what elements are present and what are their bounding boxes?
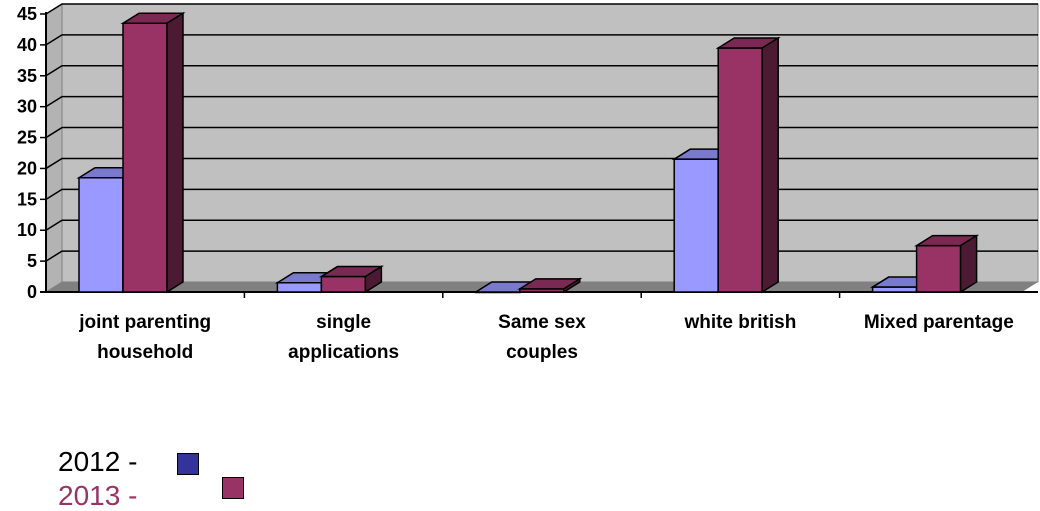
- bar: [78, 176, 124, 293]
- gridline: [45, 3, 1038, 15]
- x-category-label: joint parenting: [78, 312, 211, 333]
- plot-side-wall: [45, 3, 63, 293]
- x-category-label: household: [97, 342, 193, 363]
- bar: [915, 244, 962, 293]
- y-tick-label: 25: [17, 128, 37, 148]
- x-category-label: Same sex: [498, 312, 586, 333]
- bar-side: [364, 265, 383, 294]
- bar: [673, 158, 719, 293]
- y-tick-label: 30: [17, 97, 37, 117]
- legend-label-2012: 2012 -: [58, 446, 138, 477]
- legend-label-2013: 2013 -: [58, 480, 138, 511]
- y-tick-label: 35: [17, 66, 37, 86]
- x-category-label: single: [316, 312, 371, 333]
- bar-side: [959, 234, 978, 294]
- y-tick-label: 40: [17, 35, 37, 55]
- x-category-label: applications: [288, 342, 399, 363]
- y-tick-label: 10: [17, 220, 37, 240]
- bar: [320, 275, 367, 293]
- x-category-label: white british: [683, 312, 796, 333]
- legend-swatch-2013: [222, 477, 244, 499]
- bar-side: [563, 277, 581, 294]
- plot-back-wall: [61, 3, 1039, 283]
- y-tick-label: 45: [17, 4, 37, 24]
- legend-swatch-2012: [177, 453, 199, 475]
- gridline: [45, 65, 1038, 77]
- gridline: [45, 34, 1038, 46]
- gridline: [45, 126, 1038, 139]
- bar-chart: 0 5 10 15 20 25 30 35 40 45 joint parenting househo…: [17, 3, 1039, 363]
- y-tick-label: 0: [27, 282, 37, 302]
- x-category-label: couples: [506, 342, 578, 363]
- y-tick-label: 5: [27, 251, 37, 271]
- bar: [717, 47, 763, 293]
- gridline: [45, 95, 1038, 108]
- bar: [122, 22, 168, 293]
- bar: [276, 281, 323, 293]
- x-category-label: Mixed parentage: [864, 312, 1014, 333]
- y-tick-label: 15: [17, 189, 37, 209]
- bar-side: [166, 11, 184, 294]
- y-tick-label: 20: [17, 158, 37, 178]
- bar-side: [761, 36, 779, 294]
